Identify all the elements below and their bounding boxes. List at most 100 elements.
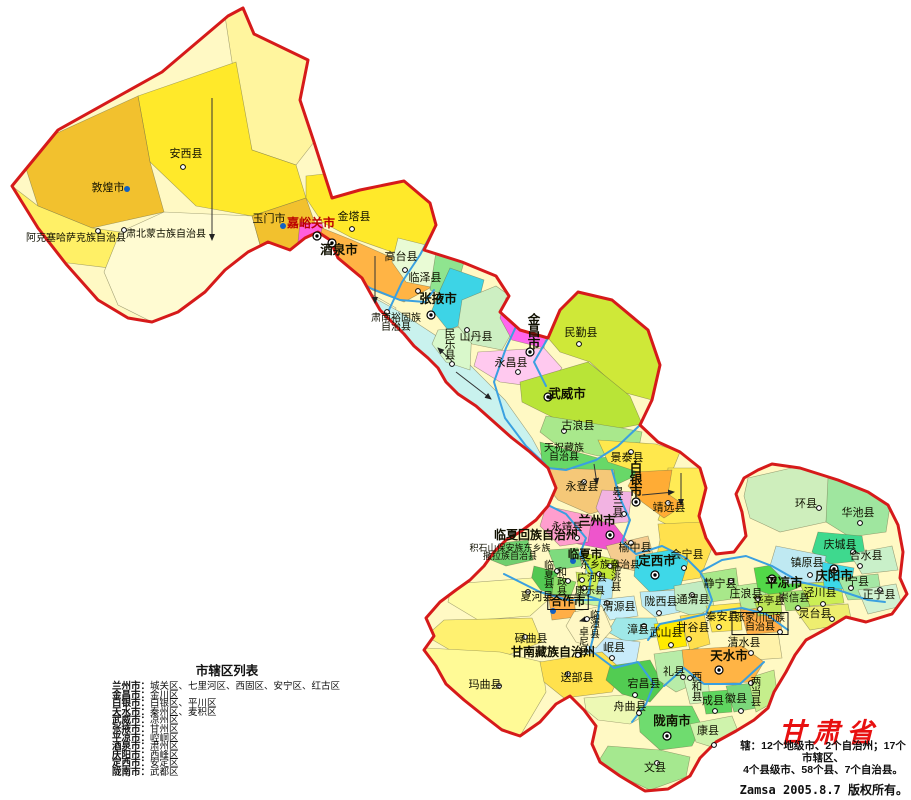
map-label-jingchuan: 泾川县 bbox=[804, 586, 837, 599]
zhangye-pref-marker-dot bbox=[429, 313, 433, 317]
yongjing-county-marker bbox=[574, 535, 580, 541]
linxia-county-county-marker bbox=[554, 568, 560, 574]
region-qinan bbox=[705, 602, 743, 633]
map-label-jinchang: 金昌市 bbox=[527, 312, 541, 351]
minxian-county-marker bbox=[609, 655, 615, 661]
map-label-hezheng: 和政县 bbox=[557, 567, 567, 598]
district-legend: 市辖区列表 兰州市：城关区、七里河区、西固区、安宁区、红古区 金昌市：金川区 白银市… bbox=[112, 660, 412, 778]
map-label-gaotai: 高台县 bbox=[385, 249, 418, 263]
qingshui-county-marker bbox=[748, 650, 754, 656]
legend-row-city: 兰州市： bbox=[112, 681, 151, 692]
map-label-huating: 华亭县 bbox=[753, 594, 785, 607]
map-label-linxia-city: 临夏市 bbox=[568, 547, 603, 561]
province-outline bbox=[10, 6, 909, 793]
map-label-diebu: 迭部县 bbox=[561, 670, 594, 684]
zhangjiachuan-label-box bbox=[731, 612, 789, 635]
yongdeng-county-marker bbox=[581, 479, 587, 485]
map-label-tanchang: 宕昌县 bbox=[628, 676, 661, 690]
tanchang-county-marker bbox=[632, 692, 638, 698]
admin-summary: 辖：12个地级市、2个自治州；17个市辖区、 4个县级市、58个县、7个自治县。 bbox=[735, 740, 911, 776]
legend-row: 兰州市：城关区、七里河区、西固区、安宁区、红古区 bbox=[112, 681, 412, 692]
lingtai-county-marker bbox=[829, 616, 835, 622]
map-label-wenxian: 文县 bbox=[644, 760, 666, 774]
map-label-zhuanglang: 庄浪县 bbox=[730, 586, 763, 600]
hezuo-city-marker bbox=[550, 608, 556, 614]
leader-arrows bbox=[209, 98, 684, 623]
legend-rows: 兰州市：城关区、七里河区、西固区、安宁区、红古区 金昌市：金川区 白银市：白银区、平… bbox=[112, 681, 412, 778]
map-label-lingtai: 灵台县 bbox=[799, 606, 832, 620]
map-label-zhangjiachuan: 张家川回族自治县 bbox=[735, 611, 785, 633]
dunhuang-city-marker bbox=[124, 186, 130, 192]
map-label-linxia-county: 临夏县 bbox=[544, 559, 554, 591]
region-diebu bbox=[539, 651, 623, 699]
yumen-city-marker bbox=[280, 223, 286, 229]
map-label-heshui: 合水县 bbox=[850, 548, 883, 562]
jiuquan-pref-marker-dot bbox=[330, 241, 334, 245]
subei-county-marker bbox=[121, 227, 127, 233]
map-label-jishishan: 积石山保安族东乡族撒拉族自治县 bbox=[469, 542, 550, 561]
hezuo-label-box bbox=[547, 594, 589, 610]
legend-row-city: 酒泉市： bbox=[112, 741, 151, 753]
linze-county-marker bbox=[415, 288, 421, 294]
region-maqu bbox=[421, 647, 547, 737]
dingxi-pref-marker-dot bbox=[653, 573, 657, 577]
legend-row: 张掖市：甘州区 bbox=[112, 725, 412, 735]
hezheng-county-marker bbox=[565, 578, 571, 584]
shandan-county-marker bbox=[464, 327, 470, 333]
map-label-hezuo: 合作市 bbox=[551, 594, 586, 608]
jinta-county-marker bbox=[349, 226, 355, 232]
legend-row: 白银市：白银区、平川区 bbox=[112, 698, 412, 710]
map-label-zhangxian: 漳县 bbox=[627, 622, 649, 636]
minqin-county-marker bbox=[576, 341, 582, 347]
leader-arrow bbox=[641, 489, 675, 496]
map-label-zhangye: 张掖市 bbox=[419, 291, 457, 306]
liangdang-county-marker bbox=[748, 680, 754, 686]
dongxiang-county-marker bbox=[596, 571, 602, 577]
qinan-county-marker bbox=[716, 624, 722, 630]
guanghe-county-marker bbox=[579, 577, 585, 583]
heshui-county-marker bbox=[857, 563, 863, 569]
map-label-jingtai: 景泰县 bbox=[611, 450, 644, 464]
region-longxi bbox=[639, 589, 681, 618]
map-label-minqin: 民勤县 bbox=[565, 326, 598, 339]
map-label-tianzhu: 天祝藏族自治县 bbox=[544, 441, 584, 463]
legend-row-districts: 武都区 bbox=[150, 766, 179, 778]
legend-row-city: 天水市： bbox=[112, 706, 151, 718]
qingcheng-county-marker bbox=[850, 549, 856, 555]
lixian-county-marker bbox=[680, 674, 686, 680]
legend-row: 陇南市：武都区 bbox=[112, 766, 412, 778]
map-label-dongxiang: 东乡族自治县 bbox=[580, 558, 640, 571]
map-label-shandan: 山丹县 bbox=[460, 330, 493, 343]
qingyang-pref-marker-dot bbox=[832, 567, 836, 571]
map-label-weiyuan: 渭源县 bbox=[603, 599, 636, 613]
jingyuan-county-marker bbox=[665, 500, 671, 506]
zhenyuan-county-marker bbox=[807, 572, 813, 578]
gaolan-county-marker bbox=[621, 511, 627, 517]
region-lintan-zhuoni bbox=[565, 605, 613, 649]
legend-row: 平凉市：崆峒区 bbox=[112, 733, 412, 744]
weiyuan-county-marker bbox=[604, 600, 610, 606]
map-label-lixian: 礼县 bbox=[663, 664, 685, 678]
diebu-county-marker bbox=[565, 671, 571, 677]
anxi-county-marker bbox=[180, 164, 186, 170]
map-label-longnan: 陇南市 bbox=[653, 713, 691, 728]
map-label-longxi: 陇西县 bbox=[645, 594, 678, 608]
luqu-county-marker bbox=[522, 634, 528, 640]
region-tanchang bbox=[605, 659, 665, 703]
tongwei-county-marker bbox=[689, 592, 695, 598]
baiyin-pref-marker-dot bbox=[634, 500, 638, 504]
region-dongxiang bbox=[579, 551, 619, 581]
wuwei-pref-marker-dot bbox=[546, 395, 550, 399]
map-label-yuzhong: 榆中县 bbox=[619, 540, 652, 554]
map-label-subei: 肃北蒙古族自治县 bbox=[126, 227, 206, 240]
map-label-liangdang: 两当县 bbox=[751, 676, 762, 708]
legend-row-city: 金昌市： bbox=[112, 689, 151, 701]
map-label-dunhuang: 敦煌市 bbox=[92, 180, 125, 194]
legend-row-districts: 白银区、平川区 bbox=[150, 698, 217, 710]
map-label-tianshui: 天水市 bbox=[710, 648, 748, 663]
maqu-county-marker bbox=[496, 683, 502, 689]
map-label-jiayuguan: 嘉峪关市 bbox=[286, 215, 335, 230]
